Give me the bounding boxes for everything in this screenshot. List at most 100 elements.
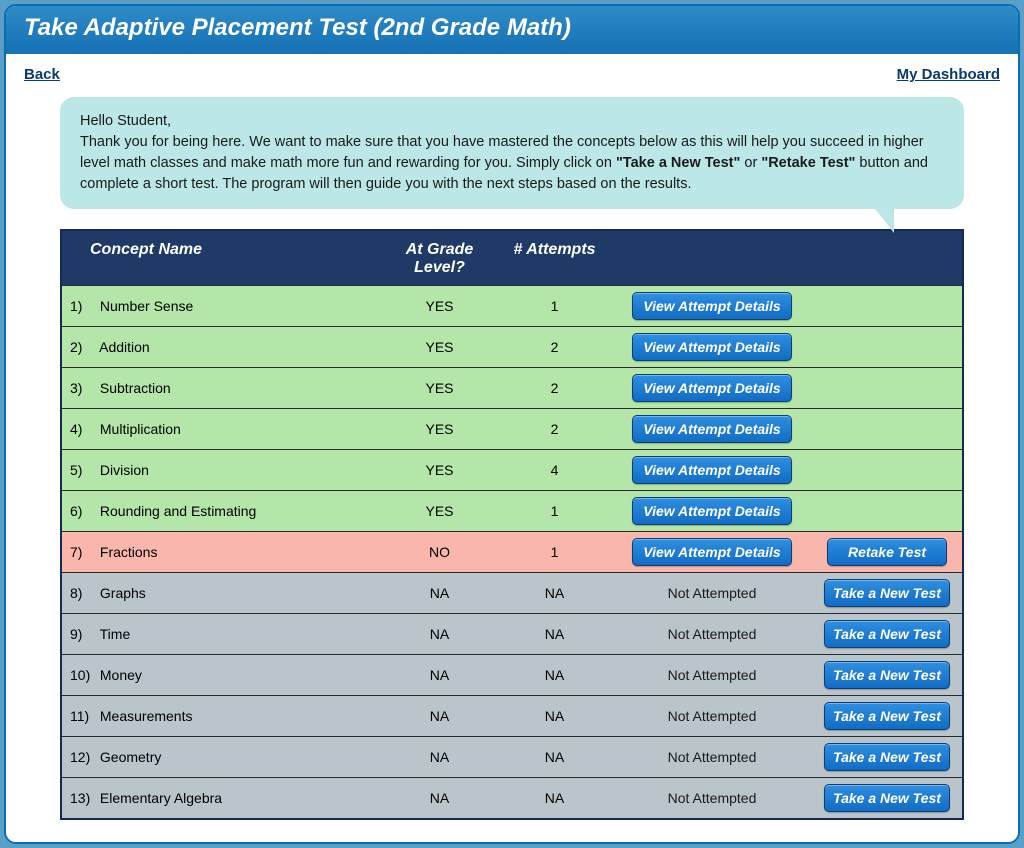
concept-name: Rounding and Estimating [96, 503, 256, 519]
row-index: 5) [70, 462, 96, 478]
view-attempt-details-button[interactable]: View Attempt Details [632, 333, 791, 361]
back-link[interactable]: Back [24, 66, 60, 83]
intro-bold-2: "Retake Test" [761, 155, 855, 171]
view-attempt-details-button[interactable]: View Attempt Details [632, 456, 791, 484]
cell-attempts: NA [497, 655, 612, 696]
cell-action-primary: View Attempt Details [612, 450, 812, 491]
cell-attempts: 1 [497, 286, 612, 327]
cell-action-secondary [812, 491, 962, 532]
concept-name: Measurements [96, 708, 192, 724]
my-dashboard-link[interactable]: My Dashboard [897, 66, 1000, 83]
cell-action-secondary [812, 450, 962, 491]
cell-action-primary: Not Attempted [612, 737, 812, 778]
cell-grade-level: YES [382, 409, 497, 450]
intro-callout: Hello Student, Thank you for being here.… [60, 97, 964, 209]
concept-name: Multiplication [96, 421, 181, 437]
cell-grade-level: NA [382, 573, 497, 614]
concepts-table-wrap: Concept Name At Grade Level? # Attempts … [60, 229, 964, 820]
col-header-grade: At Grade Level? [382, 231, 497, 286]
cell-grade-level: NA [382, 737, 497, 778]
cell-action-primary: View Attempt Details [612, 491, 812, 532]
concept-name: Elementary Algebra [96, 790, 222, 806]
col-header-attempts: # Attempts [497, 231, 612, 286]
take-new-test-button[interactable]: Take a New Test [824, 661, 950, 689]
table-row: 6) Rounding and EstimatingYES1View Attem… [62, 491, 962, 532]
cell-attempts: 2 [497, 368, 612, 409]
cell-action-primary: View Attempt Details [612, 286, 812, 327]
cell-action-secondary [812, 286, 962, 327]
concept-name: Number Sense [96, 298, 193, 314]
cell-action-primary: Not Attempted [612, 573, 812, 614]
intro-text-2: or [740, 155, 761, 171]
cell-attempts: NA [497, 614, 612, 655]
cell-concept: 12) Geometry [62, 737, 382, 778]
cell-attempts: NA [497, 737, 612, 778]
view-attempt-details-button[interactable]: View Attempt Details [632, 415, 791, 443]
page-title: Take Adaptive Placement Test (2nd Grade … [24, 14, 571, 41]
retake-test-button[interactable]: Retake Test [827, 538, 947, 566]
row-index: 9) [70, 626, 96, 642]
table-row: 10) MoneyNANANot AttemptedTake a New Tes… [62, 655, 962, 696]
cell-grade-level: YES [382, 450, 497, 491]
cell-action-primary: Not Attempted [612, 696, 812, 737]
cell-attempts: 1 [497, 532, 612, 573]
cell-attempts: NA [497, 778, 612, 819]
content-area: Back My Dashboard Hello Student, Thank y… [6, 54, 1018, 842]
cell-concept: 13) Elementary Algebra [62, 778, 382, 819]
take-new-test-button[interactable]: Take a New Test [824, 620, 950, 648]
cell-concept: 4) Multiplication [62, 409, 382, 450]
speech-tail-icon [872, 205, 894, 233]
cell-grade-level: YES [382, 491, 497, 532]
view-attempt-details-button[interactable]: View Attempt Details [632, 374, 791, 402]
cell-concept: 2) Addition [62, 327, 382, 368]
table-row: 12) GeometryNANANot AttemptedTake a New … [62, 737, 962, 778]
col-header-action1 [612, 231, 812, 286]
take-new-test-button[interactable]: Take a New Test [824, 784, 950, 812]
concept-name: Subtraction [96, 380, 171, 396]
cell-concept: 9) Time [62, 614, 382, 655]
intro-body: Thank you for being here. We want to mak… [80, 132, 944, 195]
cell-action-secondary: Take a New Test [812, 737, 962, 778]
cell-concept: 3) Subtraction [62, 368, 382, 409]
not-attempted-label: Not Attempted [668, 585, 757, 601]
cell-action-secondary: Take a New Test [812, 778, 962, 819]
table-row: 8) GraphsNANANot AttemptedTake a New Tes… [62, 573, 962, 614]
table-row: 13) Elementary AlgebraNANANot AttemptedT… [62, 778, 962, 819]
cell-grade-level: NA [382, 778, 497, 819]
view-attempt-details-button[interactable]: View Attempt Details [632, 538, 791, 566]
intro-greeting: Hello Student, [80, 111, 944, 132]
cell-attempts: 1 [497, 491, 612, 532]
cell-action-primary: Not Attempted [612, 655, 812, 696]
cell-action-primary: View Attempt Details [612, 327, 812, 368]
not-attempted-label: Not Attempted [668, 708, 757, 724]
cell-grade-level: NA [382, 655, 497, 696]
concept-name: Geometry [96, 749, 161, 765]
cell-grade-level: NA [382, 614, 497, 655]
cell-action-primary: Not Attempted [612, 614, 812, 655]
table-row: 1) Number SenseYES1View Attempt Details [62, 286, 962, 327]
row-index: 13) [70, 790, 96, 806]
cell-attempts: 2 [497, 409, 612, 450]
concept-name: Graphs [96, 585, 146, 601]
col-header-concept: Concept Name [62, 231, 382, 286]
view-attempt-details-button[interactable]: View Attempt Details [632, 292, 791, 320]
intro-bold-1: "Take a New Test" [616, 155, 740, 171]
take-new-test-button[interactable]: Take a New Test [824, 579, 950, 607]
view-attempt-details-button[interactable]: View Attempt Details [632, 497, 791, 525]
cell-grade-level: YES [382, 327, 497, 368]
title-bar: Take Adaptive Placement Test (2nd Grade … [6, 6, 1018, 54]
col-header-action2 [812, 231, 962, 286]
cell-concept: 11) Measurements [62, 696, 382, 737]
table-row: 7) FractionsNO1View Attempt DetailsRetak… [62, 532, 962, 573]
row-index: 12) [70, 749, 96, 765]
cell-action-secondary [812, 368, 962, 409]
cell-attempts: NA [497, 573, 612, 614]
take-new-test-button[interactable]: Take a New Test [824, 743, 950, 771]
cell-action-primary: View Attempt Details [612, 368, 812, 409]
row-index: 2) [70, 339, 96, 355]
not-attempted-label: Not Attempted [668, 749, 757, 765]
cell-action-secondary: Retake Test [812, 532, 962, 573]
cell-grade-level: YES [382, 286, 497, 327]
nav-row: Back My Dashboard [20, 66, 1004, 97]
take-new-test-button[interactable]: Take a New Test [824, 702, 950, 730]
